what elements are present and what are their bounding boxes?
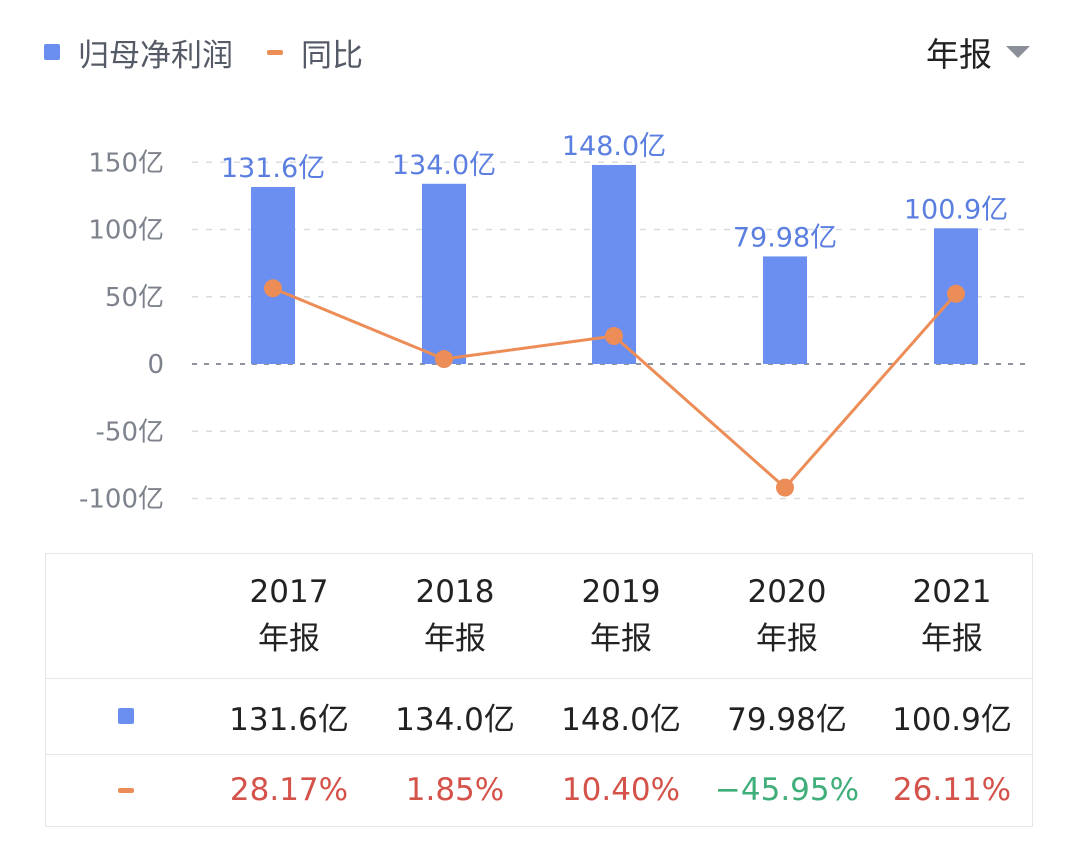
table-header-cell: 2018 年报 [372,554,538,678]
yoy-point-2020 [776,478,794,497]
yoy-cell: 28.17% [206,754,372,826]
profit-value: 148.0亿 [561,701,681,738]
profit-cell: 100.9亿 [870,678,1034,754]
legend-yoy-label: 同比 [301,37,363,74]
profit-row-marker [46,678,206,754]
legend-square-icon [44,44,60,60]
period-selector-label: 年报 [926,35,992,74]
profit-value: 100.9亿 [892,701,1012,738]
y-tick-label: 150亿 [88,148,164,178]
bar-data-label: 100.9亿 [904,194,1008,225]
profit-cell: 79.98亿 [704,678,870,754]
header-year: 2021 [912,574,992,610]
yoy-cell: 26.11% [870,754,1034,826]
table-header-cell: 2020 年报 [704,554,870,678]
yoy-value: 10.40% [561,772,681,808]
table-header-cell: 2021 年报 [870,554,1034,678]
caret-down-icon [1006,46,1030,58]
square-icon [118,708,134,724]
bar-data-label: 79.98亿 [733,222,837,253]
profit-value: 131.6亿 [229,701,349,738]
y-tick-label: -100亿 [79,485,164,515]
profit-chart: 150亿 100亿 50亿 0 -50亿 -100亿 131.6亿 134.0亿 148.0亿 7… [79,131,1030,515]
table-row-profit: 131.6亿 134.0亿 148.0亿 79.98亿 100.9亿 [46,678,1032,755]
yoy-point-2017 [264,279,282,298]
y-tick-label: 50亿 [105,283,164,313]
profit-value: 134.0亿 [395,701,515,738]
profit-value: 79.98亿 [727,701,847,738]
header-year: 2017 [249,574,329,610]
table-header-cell: 2017 年报 [206,554,372,678]
table-header-row: 2017 年报 2018 年报 2019 年报 2020 年报 2021 年报 [46,554,1032,679]
y-tick-label: 0 [147,350,164,380]
yoy-value: 26.11% [892,772,1012,808]
bar-data-label: 134.0亿 [392,150,496,181]
header-period: 年报 [756,621,818,657]
profit-cell: 131.6亿 [206,678,372,754]
yoy-point-2019 [605,327,623,346]
header-period: 年报 [424,621,486,657]
dash-icon [118,787,134,793]
header-period: 年报 [590,621,652,657]
yoy-point-2018 [435,350,453,369]
chart-legend: 归母净利润 同比 [44,30,397,74]
bar-data-label: 148.0亿 [562,131,666,162]
y-tick-label: -50亿 [96,417,164,447]
yoy-value: −45.95% [714,772,860,808]
yoy-cell: −45.95% [704,754,870,826]
period-selector[interactable]: 年报 [926,28,1030,76]
table-row-yoy: 28.17% 1.85% 10.40% −45.95% 26.11% [46,754,1032,826]
profit-cell: 148.0亿 [538,678,704,754]
header-period: 年报 [921,621,983,657]
bar-data-label: 131.6亿 [221,153,325,184]
yoy-value: 1.85% [405,772,505,808]
header-year: 2019 [581,574,661,610]
profit-cell: 134.0亿 [372,678,538,754]
yoy-value: 28.17% [229,772,349,808]
header-year: 2020 [747,574,827,610]
legend-dash-icon [267,49,283,55]
yoy-cell: 1.85% [372,754,538,826]
yoy-row-marker [46,754,206,826]
legend-profit-label: 归母净利润 [78,37,233,74]
legend-item-yoy[interactable]: 同比 [267,30,363,75]
bar-2018 [422,183,466,364]
table-header-cell: 2019 年报 [538,554,704,678]
header-year: 2018 [415,574,495,610]
table-header-blank [46,554,206,678]
yoy-point-2021 [947,284,965,303]
yoy-cell: 10.40% [538,754,704,826]
bar-2020 [763,256,807,364]
y-tick-label: 100亿 [88,216,164,246]
header-period: 年报 [258,621,320,657]
bar-2017 [251,186,295,364]
data-table: 2017 年报 2018 年报 2019 年报 2020 年报 2021 年报 … [45,553,1033,827]
legend-item-profit[interactable]: 归母净利润 [44,30,233,75]
